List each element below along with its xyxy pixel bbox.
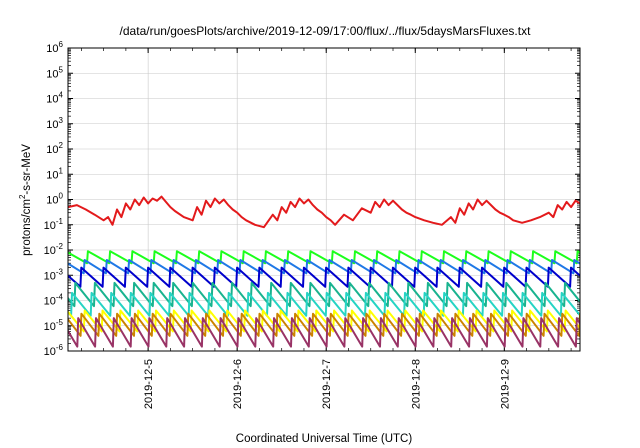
series-line	[68, 317, 580, 348]
y-tick-label: 100	[46, 192, 63, 207]
y-tick-label: 101	[46, 166, 63, 181]
y-tick-exponent: 0	[59, 192, 64, 201]
y-axis-label: protons/cm2-s-sr-MeV	[18, 144, 33, 256]
y-tick-base: 10	[46, 144, 58, 156]
y-tick-label: 10-3	[44, 267, 64, 282]
y-tick-label: 10-5	[44, 318, 64, 333]
y-tick-exponent: -6	[56, 343, 64, 352]
y-tick-base: 10	[44, 321, 56, 333]
x-tick-label: 2019-12-8	[410, 359, 422, 409]
y-tick-base: 10	[44, 245, 56, 257]
y-tick-base: 10	[44, 346, 56, 358]
y-tick-label: 10-6	[44, 343, 64, 358]
y-tick-base: 10	[44, 296, 56, 308]
y-axis-ticks: 10-610-510-410-310-210-11001011021031041…	[44, 40, 580, 358]
x-axis-ticks: 2019-12-5 2019-12-6 2019-12-7 2019-12-8 2019…	[81, 48, 572, 409]
y-axis-label-superscript: 2	[18, 194, 27, 199]
y-tick-exponent: -3	[56, 267, 64, 276]
y-tick-exponent: 2	[59, 141, 64, 150]
y-tick-exponent: 1	[59, 166, 64, 175]
series-line	[68, 195, 580, 229]
chart-title: /data/run/goesPlots/archive/2019-12-09/1…	[120, 24, 532, 38]
y-tick-label: 106	[46, 40, 63, 55]
y-tick-exponent: -5	[56, 318, 64, 327]
series-group	[68, 195, 580, 348]
plot-frame	[67, 47, 581, 352]
y-tick-label: 10-2	[44, 242, 64, 257]
y-tick-base: 10	[46, 195, 58, 207]
y-tick-label: 10-4	[44, 293, 64, 308]
y-tick-base: 10	[44, 220, 56, 232]
y-tick-label: 102	[46, 141, 63, 156]
y-tick-exponent: 5	[59, 65, 64, 74]
series-line	[68, 291, 580, 317]
y-tick-exponent: 6	[59, 40, 64, 49]
x-tick-label: 2019-12-7	[321, 359, 333, 409]
x-tick-label: 2019-12-6	[232, 359, 244, 409]
y-tick-base: 10	[46, 119, 58, 131]
y-tick-exponent: 3	[59, 116, 64, 125]
grid	[72, 47, 576, 352]
y-tick-exponent: -2	[56, 242, 64, 251]
x-tick-label: 2019-12-5	[143, 359, 155, 409]
y-axis-label-rest: -s-sr-MeV	[21, 144, 33, 195]
y-tick-base: 10	[46, 169, 58, 181]
y-axis-label-main: protons/cm	[21, 199, 33, 256]
y-tick-exponent: -4	[56, 293, 64, 302]
y-tick-exponent: 4	[59, 91, 64, 100]
x-axis-label: Coordinated Universal Time (UTC)	[236, 433, 413, 445]
y-tick-base: 10	[46, 43, 58, 55]
y-tick-exponent: -1	[56, 217, 64, 226]
y-tick-label: 104	[46, 91, 63, 106]
y-tick-label: 103	[46, 116, 63, 131]
y-tick-base: 10	[44, 270, 56, 282]
series-line	[68, 266, 580, 288]
x-tick-label: 2019-12-9	[499, 359, 511, 409]
y-tick-base: 10	[46, 94, 58, 106]
y-tick-base: 10	[46, 68, 58, 80]
y-tick-label: 10-1	[44, 217, 64, 232]
y-tick-label: 105	[46, 65, 63, 80]
